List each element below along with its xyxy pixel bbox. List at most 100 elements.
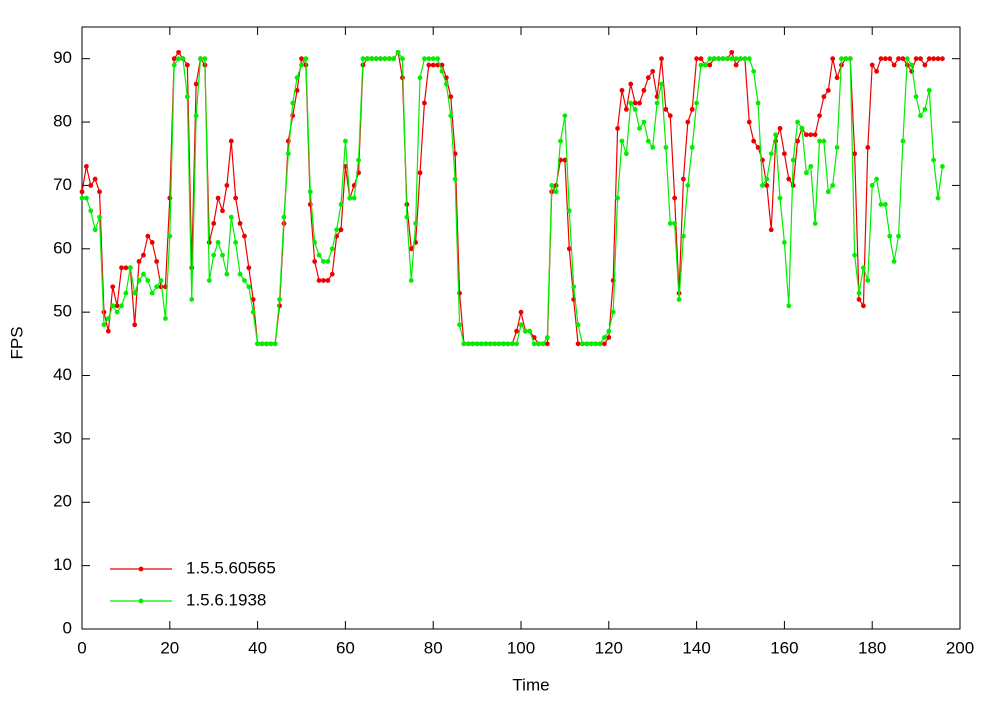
data-point — [931, 157, 937, 163]
data-point — [812, 132, 818, 138]
data-point — [896, 56, 901, 62]
data-point — [114, 309, 120, 315]
data-point — [812, 221, 818, 226]
y-tick-label: 60 — [53, 238, 72, 257]
data-point — [544, 341, 550, 347]
series-line — [82, 51, 944, 345]
data-point — [448, 94, 454, 100]
data-point — [698, 62, 704, 68]
data-point — [553, 189, 559, 195]
y-tick-label: 80 — [53, 112, 72, 131]
data-point — [760, 183, 765, 188]
data-point — [821, 94, 827, 100]
data-point — [83, 164, 89, 169]
data-point — [299, 62, 304, 68]
data-point — [615, 125, 620, 131]
data-point — [672, 195, 678, 201]
data-point — [316, 278, 322, 283]
legend-label: 1.5.6.1938 — [186, 590, 266, 609]
data-point — [163, 316, 168, 321]
data-point — [509, 341, 515, 347]
data-point — [514, 328, 520, 334]
data-point — [79, 189, 85, 195]
data-point — [457, 322, 462, 328]
data-point — [211, 252, 217, 258]
data-point — [777, 195, 783, 201]
data-point — [799, 125, 805, 131]
data-point — [571, 284, 577, 290]
data-point — [729, 49, 735, 55]
data-point — [220, 252, 225, 258]
data-point — [782, 240, 787, 245]
data-point — [228, 214, 234, 220]
data-point — [430, 56, 436, 62]
data-point — [105, 328, 111, 334]
data-point — [755, 100, 761, 106]
data-point — [514, 341, 520, 347]
data-point — [215, 240, 221, 245]
data-point — [926, 87, 932, 93]
data-point — [869, 183, 875, 188]
data-point — [189, 297, 195, 302]
data-point — [817, 138, 822, 144]
data-point — [562, 157, 568, 163]
data-point — [755, 145, 761, 150]
x-tick-label: 160 — [770, 638, 798, 657]
data-point — [422, 100, 427, 106]
data-point — [882, 56, 888, 62]
data-point — [360, 56, 366, 62]
data-point — [141, 271, 146, 277]
data-point — [237, 221, 243, 226]
data-point — [852, 252, 858, 258]
data-point — [865, 145, 871, 150]
data-point — [501, 341, 506, 347]
data-point — [272, 341, 278, 347]
data-point — [672, 221, 678, 226]
data-point — [408, 246, 414, 252]
data-point — [180, 56, 186, 62]
data-point — [724, 56, 730, 62]
data-point — [426, 56, 432, 62]
y-axis-label: FPS — [7, 326, 26, 359]
data-point — [637, 100, 642, 106]
data-point — [909, 62, 915, 68]
data-point — [277, 297, 282, 302]
data-point — [281, 214, 287, 220]
data-point — [729, 56, 735, 62]
data-point — [593, 341, 599, 347]
data-point — [149, 290, 155, 296]
data-point — [882, 202, 888, 207]
data-point — [417, 75, 423, 81]
data-point — [378, 56, 383, 62]
data-point — [522, 328, 528, 334]
data-point — [536, 341, 541, 347]
data-point — [448, 113, 454, 119]
data-point — [764, 183, 770, 188]
data-point — [347, 195, 353, 201]
data-point — [843, 56, 849, 62]
data-point — [101, 322, 107, 328]
x-tick-label: 200 — [946, 638, 974, 657]
data-point — [246, 284, 252, 290]
data-point — [176, 49, 181, 55]
data-point — [83, 195, 89, 201]
data-point — [391, 56, 397, 62]
data-point — [751, 68, 757, 74]
data-point — [720, 56, 726, 62]
data-point — [136, 259, 142, 264]
y-tick-label: 50 — [53, 302, 72, 321]
data-point — [856, 290, 862, 296]
data-point — [584, 341, 590, 347]
data-point — [869, 62, 875, 68]
data-point — [250, 297, 256, 302]
data-point — [369, 56, 375, 62]
data-point — [544, 335, 550, 340]
data-point — [623, 106, 629, 112]
data-point — [321, 278, 326, 283]
data-point — [694, 56, 699, 62]
data-point — [900, 138, 906, 144]
data-point — [681, 176, 686, 182]
data-point — [891, 259, 897, 264]
x-tick-label: 40 — [248, 638, 267, 657]
data-point — [632, 100, 638, 106]
